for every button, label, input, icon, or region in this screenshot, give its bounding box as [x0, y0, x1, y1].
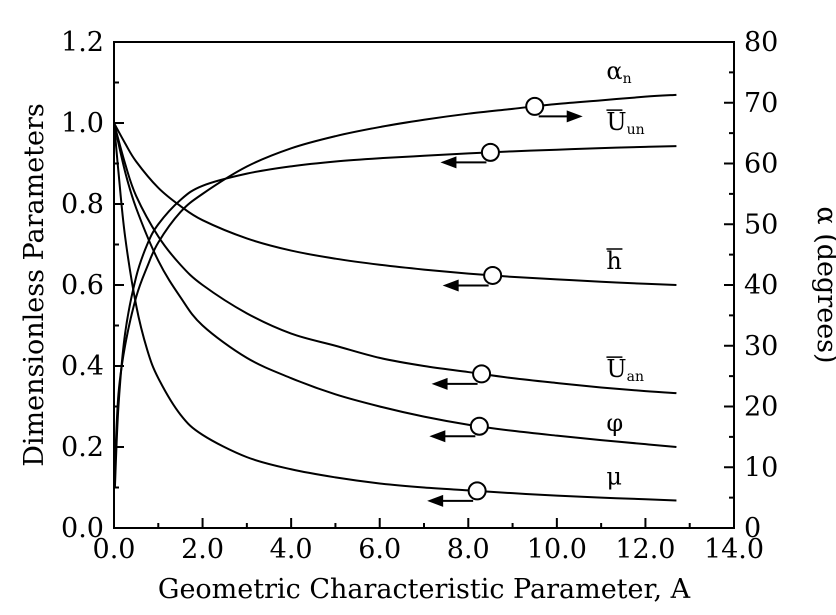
x-axis-title: Geometric Characteristic Parameter, A: [158, 574, 691, 605]
y2-tick-label: 70: [744, 88, 778, 119]
arrow-head: [427, 494, 444, 507]
y-tick-label: 0.0: [61, 513, 104, 544]
series-label-sub: an: [627, 369, 644, 385]
series-line: [113, 93, 677, 468]
series-line: [113, 122, 677, 286]
tick-labels: 0.0 2.0 4.0 6.0 8.0 10.0 12.0 14.0 0.0 0.2 0.4 0.6 0…: [61, 27, 778, 565]
y2-tick-label: 20: [744, 392, 778, 423]
series-label: αn: [606, 57, 631, 87]
arrow-head: [429, 430, 446, 443]
y-tick-label: 0.4: [61, 351, 104, 382]
series-label: Uan: [606, 355, 644, 385]
series-label-sub: un: [627, 122, 645, 138]
x-tick-label: 2.0: [181, 534, 224, 565]
series-line: [113, 122, 677, 448]
y-tick-label: 0.2: [61, 432, 104, 463]
markers: [427, 96, 583, 507]
x-tick-label: 8.0: [447, 534, 490, 565]
y2-axis-title: α (degrees): [811, 206, 836, 363]
series-marker: [469, 416, 489, 436]
arrow-head: [566, 110, 583, 123]
ticks: [113, 41, 735, 529]
y2-tick-label: 40: [744, 270, 778, 301]
series-marker: [472, 364, 492, 384]
plot-frame: [113, 41, 735, 529]
y2-tick-label: 60: [744, 149, 778, 180]
y-tick-label: 0.8: [61, 189, 104, 220]
series-line: [113, 145, 677, 488]
series-line: [113, 122, 677, 395]
series-line: [113, 122, 677, 502]
series-label: φ: [606, 409, 623, 437]
series-label-sub: n: [623, 71, 632, 87]
series-marker: [467, 481, 487, 501]
y-tick-label: 1.0: [61, 108, 104, 139]
series-marker: [483, 265, 503, 285]
x-tick-label: 0.0: [93, 534, 136, 565]
y-axis-title: Dimensionless Parameters: [19, 103, 50, 467]
y2-tick-label: 10: [744, 452, 778, 483]
y-tick-label: 1.2: [61, 27, 104, 58]
y2-tick-label: 0: [744, 513, 761, 544]
y2-tick-label: 50: [744, 209, 778, 240]
arrow-head: [442, 279, 459, 292]
x-tick-label: 10.0: [527, 534, 587, 565]
series-label: μ: [606, 462, 622, 490]
x-tick-label: 6.0: [358, 534, 401, 565]
arrow-head: [431, 377, 448, 390]
x-tick-label: 12.0: [615, 534, 675, 565]
curves: [113, 93, 677, 502]
arrow-head: [440, 156, 457, 169]
curve-labels: αn Uun h Uan φμ: [606, 57, 645, 490]
series-label: Uun: [606, 108, 644, 138]
x-tick-label: 14.0: [704, 534, 764, 565]
series-label: h: [606, 247, 621, 275]
series-marker: [525, 96, 545, 116]
y2-tick-label: 80: [744, 27, 778, 58]
series-marker: [480, 142, 500, 162]
y2-tick-label: 30: [744, 331, 778, 362]
y-tick-label: 0.6: [61, 270, 104, 301]
x-tick-label: 4.0: [270, 534, 313, 565]
